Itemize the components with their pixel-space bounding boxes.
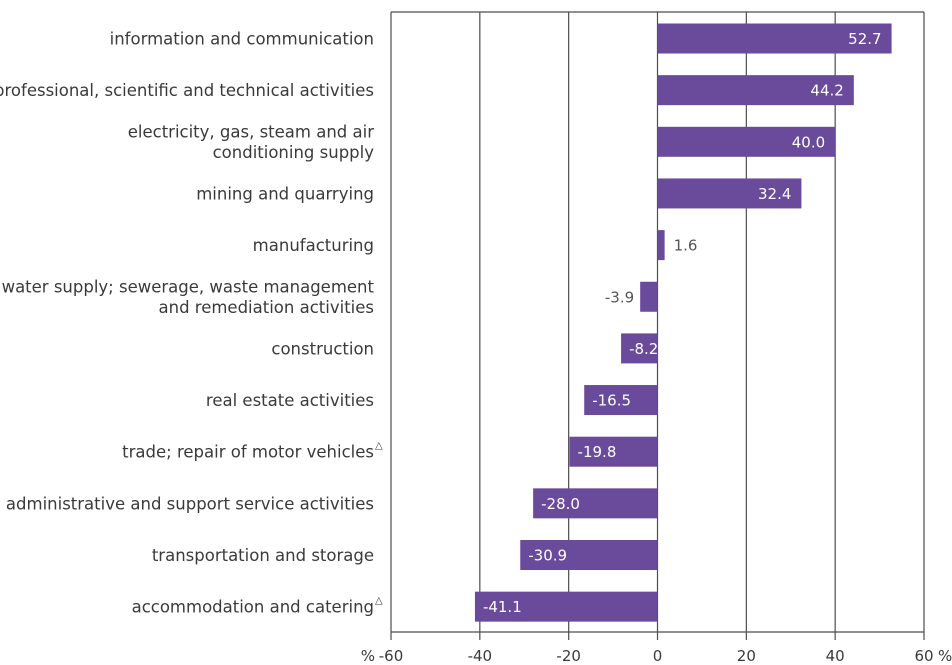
data-label: 44.2 [810, 82, 843, 100]
data-label: 32.4 [758, 185, 791, 203]
data-label: -19.8 [578, 443, 617, 461]
bar [569, 436, 658, 467]
data-label: -41.1 [483, 598, 522, 616]
bar [621, 333, 658, 364]
bar [474, 591, 658, 622]
data-label: -30.9 [528, 547, 567, 565]
x-tick-label: -40 [468, 647, 493, 665]
footnote-mark: △ [375, 441, 383, 452]
category-label: transportation and storage [152, 546, 374, 565]
category-label: real estate activities [206, 391, 374, 410]
bar [584, 385, 658, 416]
bar [657, 23, 892, 54]
category-label: administrative and support service activ… [6, 494, 374, 513]
category-label: water supply; sewerage, waste management [2, 278, 375, 297]
x-tick-label: 40 [826, 647, 845, 665]
x-tick-label: 60 [914, 647, 933, 665]
data-label: -16.5 [592, 392, 631, 410]
category-label: electricity, gas, steam and air [128, 123, 374, 142]
category-label: manufacturing [253, 236, 374, 255]
data-label: 1.6 [674, 237, 698, 255]
category-label: mining and quarrying [196, 184, 374, 203]
bar [657, 230, 665, 261]
category-label: professional, scientific and technical a… [0, 81, 374, 100]
data-label: 52.7 [848, 30, 881, 48]
bar [657, 75, 854, 106]
data-label: -8.2 [629, 340, 658, 358]
bar [640, 281, 658, 312]
category-label: and remediation activities [159, 298, 375, 317]
x-tick-label: 20 [737, 647, 756, 665]
bar [657, 178, 802, 209]
bar [657, 126, 836, 157]
x-axis-unit-left: % [361, 647, 375, 665]
x-axis-unit-right: % [938, 647, 952, 665]
data-label: 40.0 [792, 133, 825, 151]
category-label: trade; repair of motor vehicles [122, 443, 374, 462]
footnote-mark: △ [375, 596, 383, 607]
category-label: construction [271, 339, 374, 358]
data-label: -3.9 [605, 288, 634, 306]
category-label: information and communication [110, 30, 374, 49]
category-label: conditioning supply [213, 143, 375, 162]
bar [520, 540, 658, 570]
x-tick-label: -60 [379, 647, 404, 665]
category-label: accommodation and catering [132, 598, 374, 617]
x-tick-label: 0 [653, 647, 663, 665]
bar [533, 488, 658, 519]
x-tick-label: -20 [556, 647, 581, 665]
data-label: -28.0 [541, 495, 580, 513]
